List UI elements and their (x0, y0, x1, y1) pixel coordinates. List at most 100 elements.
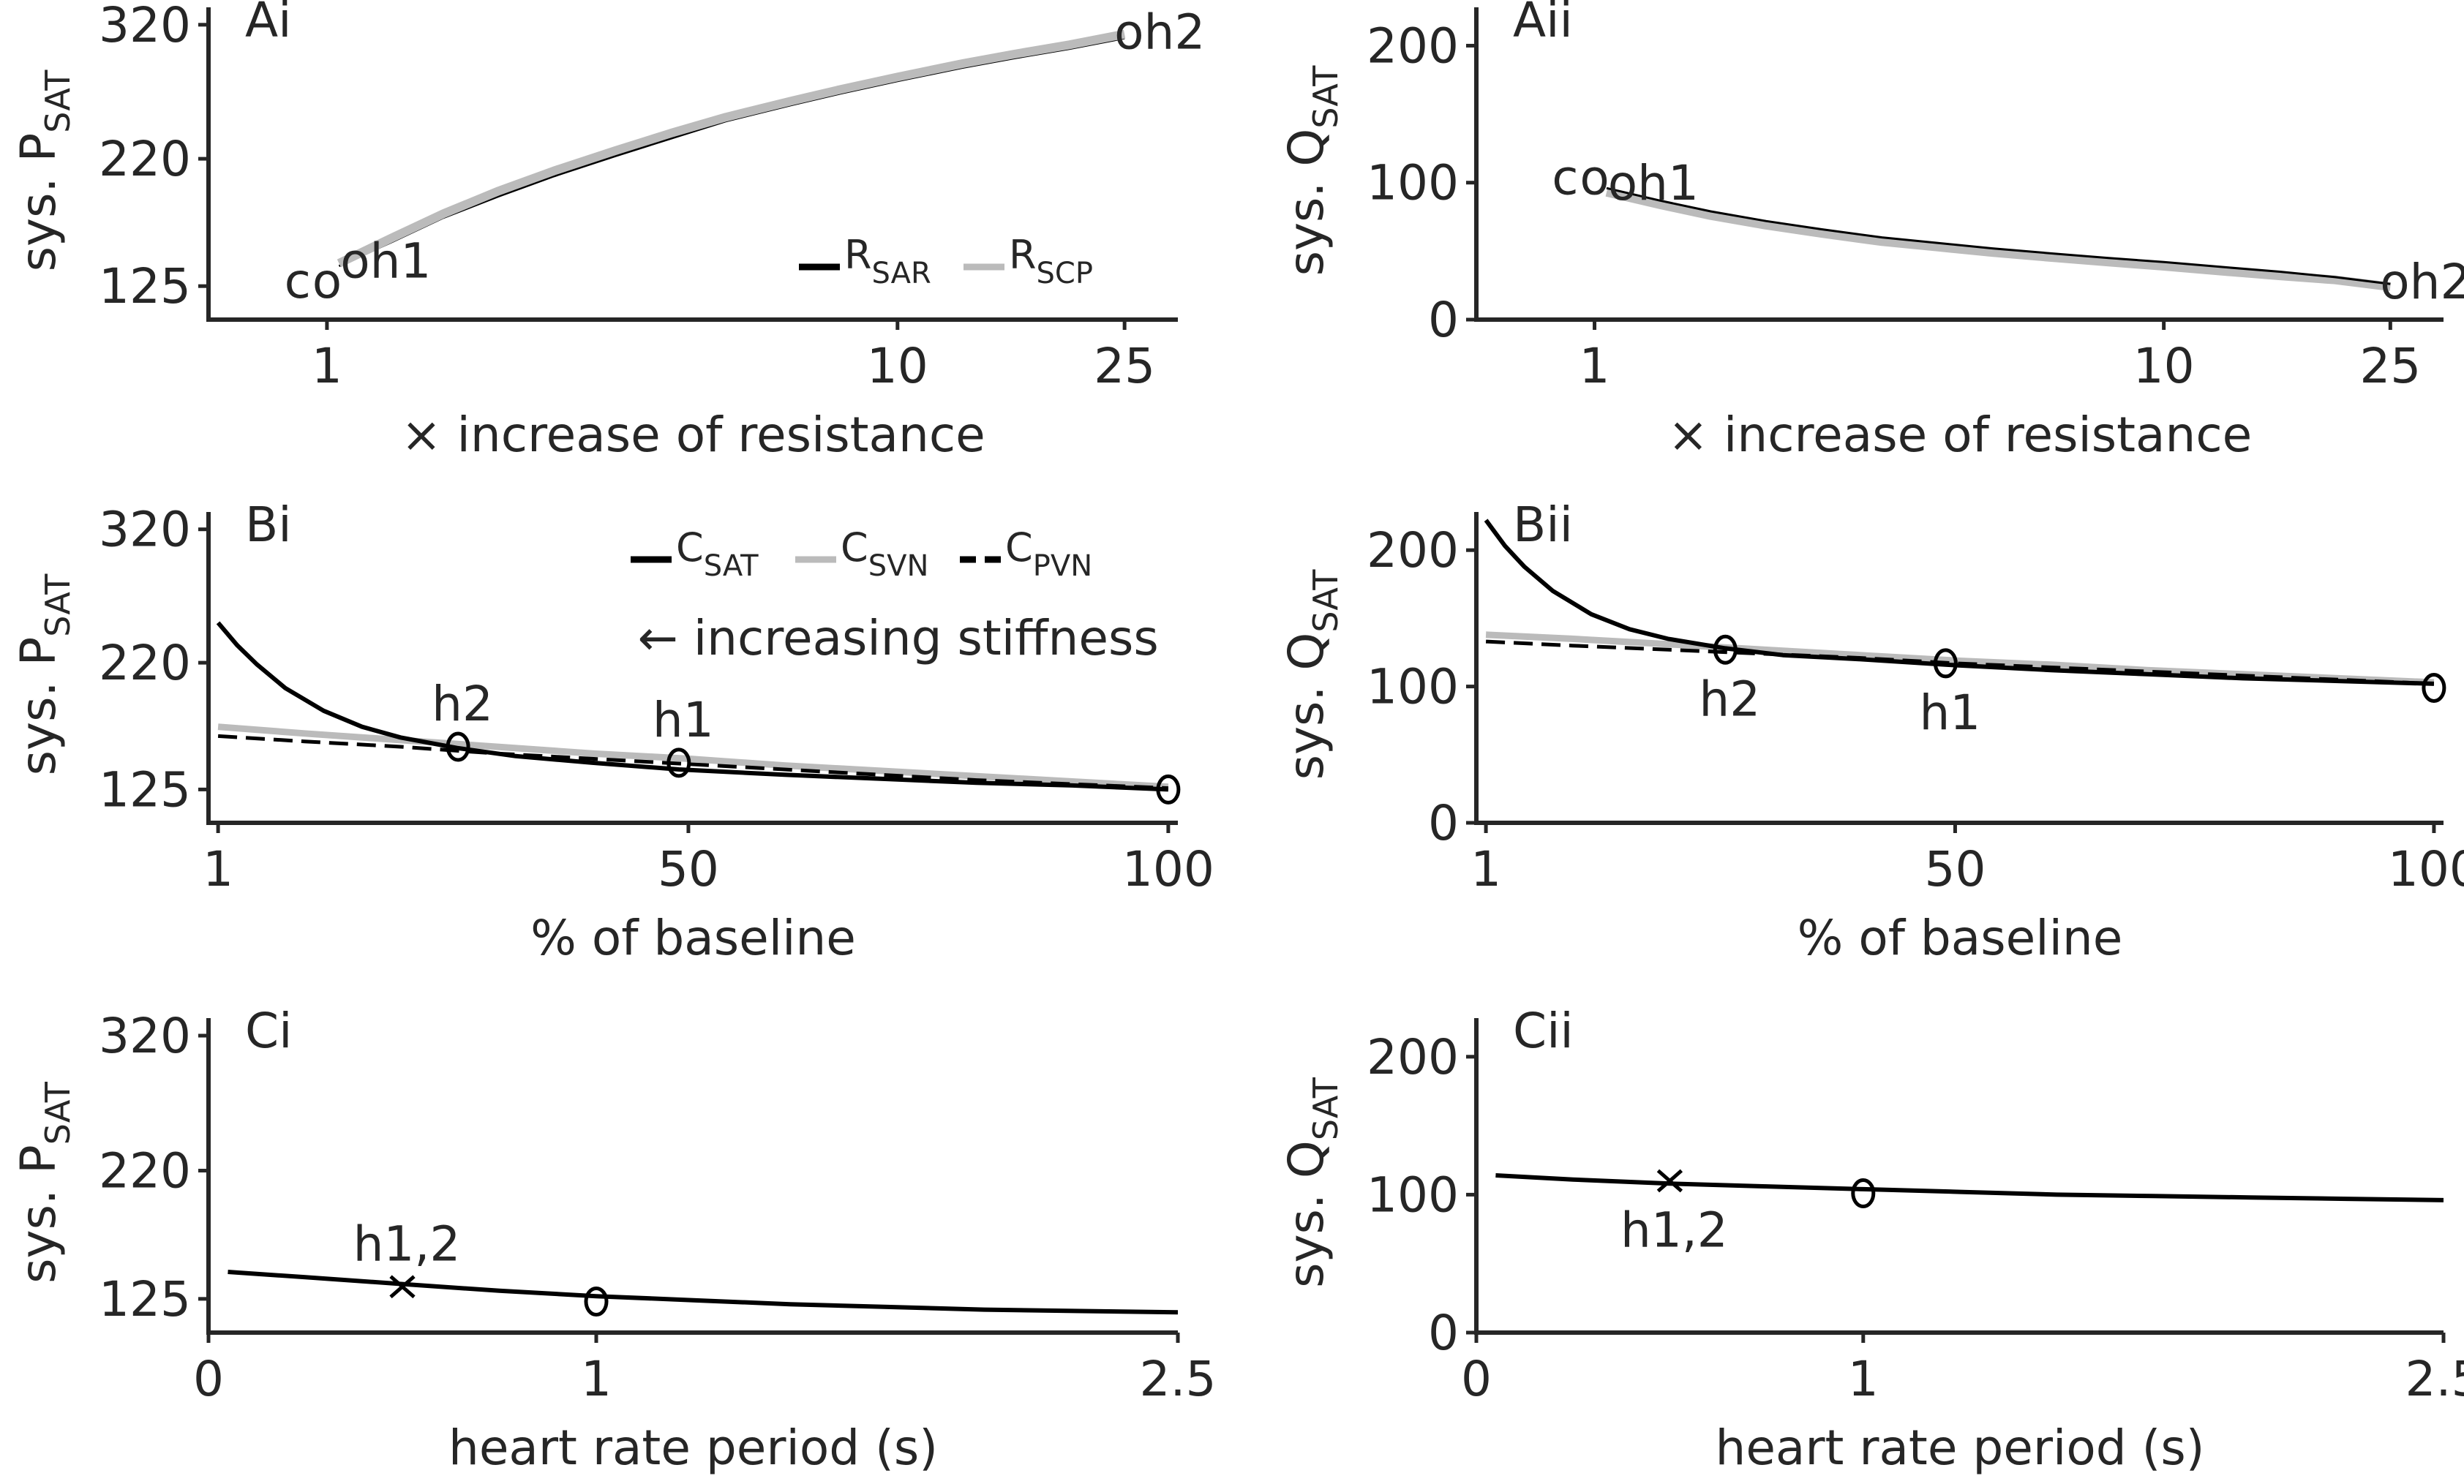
legend: RSAR RSCP (799, 232, 1093, 290)
legend-label: RSCP (1009, 232, 1093, 290)
panel-title: Bii (1513, 497, 1573, 553)
series-line-r-sar (338, 37, 1125, 268)
y-axis-label-main: sys. P (10, 637, 67, 776)
legend-label-main: C (841, 524, 868, 570)
y-tick-label: 220 (99, 131, 191, 187)
y-axis-label-subscript: SAT (1306, 569, 1345, 633)
marker-x (1656, 1169, 1683, 1193)
series-line-r-scp (337, 29, 1126, 268)
marker-x-stroke (389, 1275, 416, 1299)
legend-label: RSAR (844, 232, 931, 290)
legend-label-subscript: SAR (872, 257, 931, 290)
y-axis-label-subscript: SAT (38, 573, 78, 637)
y-axis-label: sys. PSAT (10, 69, 78, 272)
y-tick-label: 125 (99, 258, 191, 314)
x-tick-label: 1 (203, 841, 233, 897)
marker-circle (1851, 1178, 1876, 1209)
x-tick-label: 2.5 (1140, 1351, 1217, 1407)
x-axis-label: heart rate period (s) (1715, 1420, 2204, 1476)
series-line-c-pvn (217, 734, 1169, 791)
y-tick-label: 100 (1367, 1167, 1459, 1223)
series-line-c-svn (1485, 631, 2435, 686)
series-line-r-sar (1606, 187, 2391, 285)
y-tick-label: 320 (99, 0, 191, 53)
y-axis-label: sys. QSAT (1278, 1077, 1345, 1288)
x-tick-label: 50 (1924, 841, 1986, 897)
y-tick-label: 220 (99, 635, 191, 691)
panel-Aii: 0 100 200 1 10 25 × increase of resistance sys.… (1278, 0, 2464, 463)
x-tick-label: 25 (2359, 338, 2421, 394)
y-tick-label: 200 (1367, 18, 1459, 74)
legend-label-main: R (844, 232, 872, 278)
marker-x (389, 1275, 416, 1299)
y-axis-label-main: sys. P (10, 133, 67, 272)
series-line-c-sat (1484, 519, 2434, 686)
legend-label-subscript: SVN (868, 549, 929, 583)
series-line-c-pvn (1485, 639, 2435, 686)
legend: CSAT CSVN CPVN (631, 524, 1092, 583)
annotation-text: oh1 (1608, 155, 1699, 211)
marker-circle (2422, 672, 2446, 703)
legend-label: CSVN (841, 524, 928, 583)
panel-Ci: 125 220 320 0 1 2.5 heart rate period (s) sys. … (10, 1003, 1216, 1476)
x-tick-label: 1 (1580, 338, 1610, 394)
y-tick-label: 220 (99, 1143, 191, 1199)
x-tick-label: 1 (1470, 841, 1501, 897)
legend-item: CPVN (960, 524, 1092, 583)
y-axis-label-main: sys. Q (1278, 633, 1334, 780)
x-axis-label: × increase of resistance (1668, 407, 2252, 463)
legend-label: CPVN (1005, 524, 1092, 583)
y-axis-label: sys. PSAT (10, 1081, 78, 1284)
legend-label-main: C (676, 524, 704, 570)
marker-circle (1933, 648, 1958, 679)
marker-label: h2 (1699, 671, 1760, 727)
y-tick-label: 0 (1428, 795, 1459, 851)
marker-label: h2 (432, 676, 493, 732)
y-tick-label: 100 (1367, 155, 1459, 211)
y-tick-label: 125 (99, 761, 191, 818)
x-axis-label: × increase of resistance (401, 407, 985, 463)
y-axis-label: sys. PSAT (10, 573, 78, 776)
panel-title: Ai (245, 0, 292, 48)
marker-x-stroke (1656, 1169, 1683, 1193)
panel-Ai: 125 220 320 1 10 25 × increase of resistance sy… (10, 0, 1205, 463)
x-tick-label: 100 (2388, 841, 2464, 897)
y-axis-label-subscript: SAT (38, 69, 78, 133)
legend-item: RSCP (964, 232, 1093, 290)
y-axis-label-main: sys. P (10, 1145, 67, 1284)
legend-item: RSAR (799, 232, 931, 290)
legend-item: CSVN (795, 524, 928, 583)
x-tick-label: 100 (1122, 841, 1214, 897)
marker-circle (584, 1287, 609, 1317)
y-tick-label: 200 (1367, 1029, 1459, 1085)
series-line-c-sat (1495, 1173, 2444, 1202)
y-axis-label-main: sys. Q (1278, 1140, 1334, 1288)
y-axis-label-main: sys. Q (1278, 129, 1334, 276)
x-tick-label: 1 (312, 338, 342, 394)
marker-circle (446, 731, 470, 762)
annotation-text: oh1 (340, 233, 431, 290)
legend-label-main: C (1005, 524, 1033, 570)
panel-title: Aii (1513, 0, 1573, 48)
x-tick-label: 1 (581, 1351, 612, 1407)
marker-label: h1,2 (1620, 1202, 1728, 1259)
x-tick-label: 2.5 (2405, 1351, 2464, 1407)
marker-label: h1,2 (353, 1216, 461, 1272)
marker-label: h1 (653, 692, 714, 748)
marker-circle (1156, 774, 1181, 805)
x-tick-label: 25 (1094, 338, 1155, 394)
y-axis-label: sys. QSAT (1278, 65, 1345, 276)
x-tick-label: 0 (193, 1351, 224, 1407)
x-tick-label: 1 (1848, 1351, 1879, 1407)
marker-label: h1 (1919, 685, 1980, 741)
series-line-r-scp (1605, 187, 2392, 292)
annotation-text: o (1580, 150, 1609, 206)
annotation-text: ← increasing stiffness (638, 610, 1159, 666)
panel-Cii: 0 100 200 0 1 2.5 heart rate period (s) sys. QS… (1278, 1003, 2464, 1476)
panel-title: Ci (245, 1003, 292, 1059)
series-line-c-sat (216, 621, 1169, 792)
panel-title: Cii (1513, 1003, 1574, 1059)
y-axis-label-subscript: SAT (38, 1081, 78, 1145)
